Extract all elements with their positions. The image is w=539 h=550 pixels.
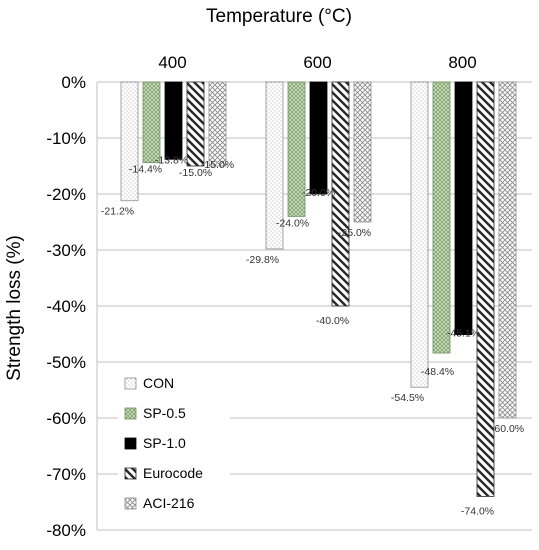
legend-entry: Eurocode — [143, 465, 203, 481]
bar-eurocode-800 — [476, 81, 495, 497]
legend-entry: ACI-216 — [143, 495, 195, 511]
data-label: -21.2% — [101, 206, 134, 218]
y-tick-label: -10% — [46, 129, 86, 148]
bar-aci-216-600 — [353, 81, 372, 223]
data-label: -54.5% — [391, 392, 424, 404]
data-label: -25.0% — [338, 227, 371, 239]
y-tick-label: -60% — [46, 409, 86, 428]
data-label: -40.0% — [316, 315, 349, 327]
y-tick-label: 0% — [61, 73, 86, 92]
legend-swatch — [124, 497, 137, 510]
bar-sp-1-0-400 — [164, 81, 183, 160]
data-label: -74.0% — [461, 505, 494, 517]
legend-swatch — [124, 437, 137, 450]
y-tick-label: -20% — [46, 185, 86, 204]
data-label: -60.0% — [491, 423, 524, 435]
chart-title: Temperature (°C) — [206, 6, 352, 27]
bar-sp-1-0-800 — [454, 81, 473, 335]
data-label: -24.0% — [276, 217, 309, 229]
legend-swatch — [124, 407, 137, 420]
y-tick-label: -50% — [46, 353, 86, 372]
legend-box — [118, 372, 230, 522]
y-axis-label: Strength loss (%) — [4, 235, 25, 381]
data-label: -14.4% — [129, 164, 162, 176]
data-label: -15.0% — [201, 159, 234, 171]
data-label: -13.8% — [155, 154, 188, 166]
data-label: -20.0% — [302, 187, 335, 199]
data-label: -45.1% — [447, 328, 480, 340]
bar-con-400 — [120, 81, 139, 202]
category-label: 600 — [303, 53, 331, 72]
bar-sp-0-5-800 — [432, 81, 451, 354]
bar-aci-216-400 — [208, 81, 227, 167]
bar-con-600 — [265, 81, 284, 250]
data-label: -15.0% — [179, 167, 212, 179]
legend-swatch — [124, 377, 137, 390]
data-label: -29.8% — [246, 254, 279, 266]
bar-sp-1-0-600 — [309, 81, 328, 195]
bar-aci-216-800 — [498, 81, 517, 419]
bar-con-800 — [410, 81, 429, 388]
legend-swatch — [124, 467, 137, 480]
category-labels: 400 600 800 — [158, 53, 476, 72]
legend-entry: CON — [143, 375, 174, 391]
bar-sp-0-5-400 — [142, 81, 161, 164]
category-label: 800 — [448, 53, 476, 72]
bar-eurocode-600 — [331, 81, 350, 307]
bar-eurocode-400 — [186, 81, 205, 167]
legend: CON SP-0.5 SP-1.0 Eurocode ACI-216 — [118, 372, 230, 522]
legend-entry: SP-0.5 — [143, 405, 186, 421]
category-label: 400 — [158, 53, 186, 72]
bar-sp-0-5-600 — [287, 81, 306, 217]
y-tick-label: -30% — [46, 241, 86, 260]
legend-entry: SP-1.0 — [143, 435, 186, 451]
bars — [120, 81, 517, 497]
y-tick-label: -80% — [46, 521, 86, 540]
data-label: -48.4% — [421, 366, 454, 378]
y-tick-label: -70% — [46, 465, 86, 484]
y-axis-ticks: 0% -10% -20% -30% -40% -50% -60% -70% -80% — [46, 73, 86, 540]
data-labels: -21.2%-14.4%-13.8%-15.0%-15.0%-29.8%-24.… — [101, 154, 524, 517]
y-tick-label: -40% — [46, 297, 86, 316]
